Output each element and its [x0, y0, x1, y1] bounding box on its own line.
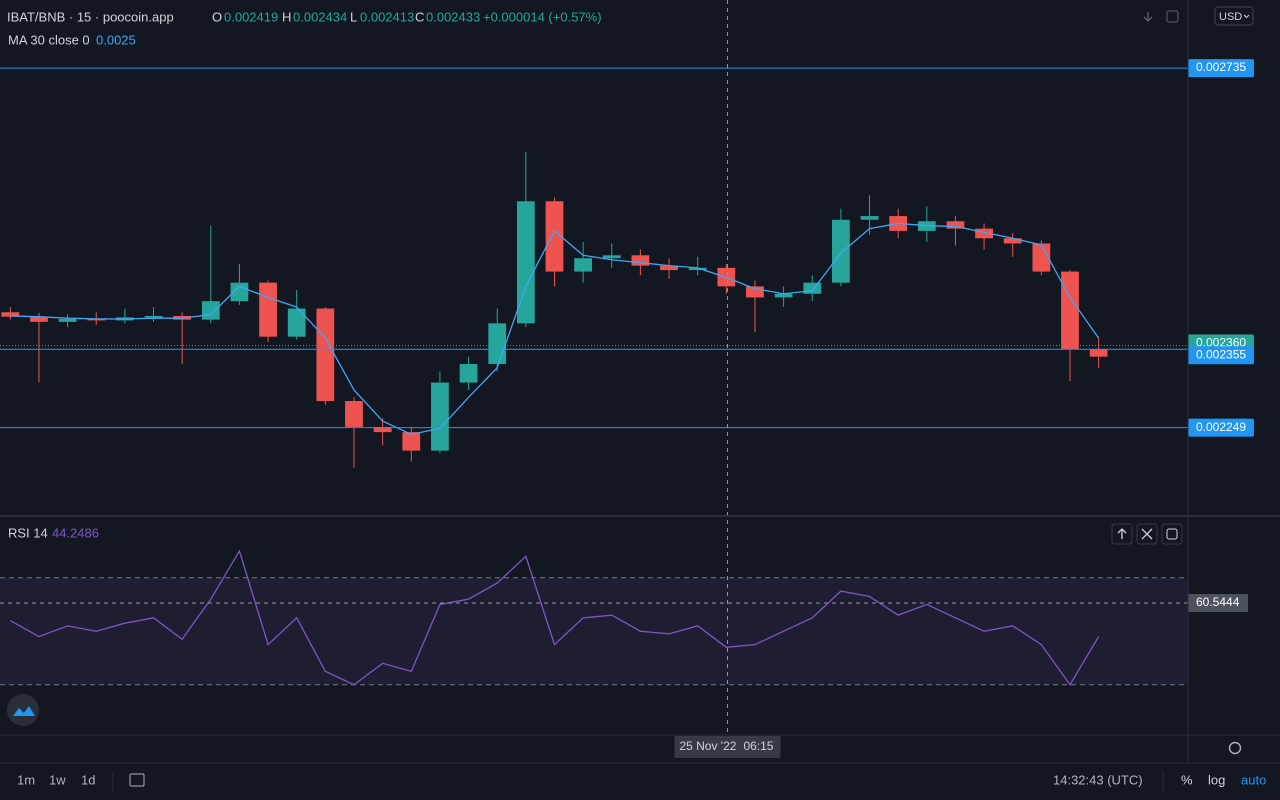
candle-body [488, 323, 507, 365]
c-key: C [415, 9, 424, 24]
ma-line [10, 222, 1100, 436]
candle-body [516, 201, 535, 324]
currency-select[interactable] [1214, 6, 1254, 26]
candle-body [631, 255, 650, 266]
rsi-line [9, 549, 1100, 686]
candle-body [545, 201, 564, 272]
settings-button[interactable] [1228, 741, 1242, 755]
candle-body [58, 318, 77, 322]
log-toggle[interactable]: log [1208, 772, 1225, 787]
pane-controls[interactable] [1143, 10, 1179, 23]
l-key: L [350, 9, 357, 24]
percent-toggle[interactable]: % [1181, 772, 1193, 787]
c-value: 0.002433 [426, 9, 480, 24]
candle-body [30, 316, 48, 322]
h-value: 0.002434 [293, 9, 347, 24]
rsi-close-icon [1141, 528, 1153, 540]
candle-body [402, 432, 421, 451]
candle-body [230, 282, 249, 302]
candle-body [832, 219, 850, 283]
symbol[interactable]: IBAT/BNB · 15 · poocoin.app [7, 9, 174, 24]
rsi-maximize-icon [1166, 528, 1178, 540]
candle-body [774, 293, 793, 298]
price-label-box [1188, 346, 1254, 365]
rsi-legend[interactable]: RSI 14 [8, 525, 48, 540]
candle-body [1089, 349, 1108, 357]
rsi-close-button[interactable] [1136, 523, 1158, 545]
price-label: 0.002249 [1196, 420, 1246, 434]
crosshair-value: 60.5444 [1196, 595, 1240, 609]
candle-body [201, 301, 220, 320]
candle-body [688, 267, 707, 271]
candle-body [87, 318, 106, 321]
rsi-up-icon [1117, 528, 1127, 539]
candle-body [316, 308, 335, 402]
candle-body [459, 364, 478, 383]
rsi-maximize-button[interactable] [1161, 523, 1183, 545]
candle-body [259, 282, 277, 337]
candle-body [431, 382, 449, 451]
price-label-box [1188, 59, 1254, 78]
candle-body [1061, 271, 1079, 350]
clock[interactable]: 14:32:43 (UTC) [1053, 772, 1143, 787]
l-value: 0.002413 [360, 9, 414, 24]
o-value: 0.002419 [224, 9, 278, 24]
candle-body [345, 401, 363, 427]
currency-caret [1243, 14, 1250, 19]
candle-body [803, 282, 822, 294]
currency[interactable]: USD [1219, 11, 1242, 23]
range-1d[interactable]: 1d [81, 772, 95, 787]
candle-body [602, 255, 621, 259]
candle-body [1, 312, 20, 317]
rsi-value: 44.2486 [52, 525, 99, 540]
move-down-button[interactable] [1143, 12, 1153, 22]
logo[interactable] [7, 694, 39, 726]
crosshair-time-box [674, 736, 781, 758]
maximize-button[interactable] [1166, 10, 1179, 23]
o-key: O [212, 9, 222, 24]
price-label: 0.002735 [1196, 60, 1246, 74]
range-1w[interactable]: 1w [49, 772, 66, 787]
candle-body [946, 221, 965, 229]
grid [0, 577, 1188, 686]
candle-body [860, 216, 879, 220]
rsi-controls[interactable] [1111, 523, 1183, 545]
ma-legend[interactable]: MA 30 close 0 [8, 32, 90, 47]
candle-body [144, 315, 163, 318]
rsi-up-button[interactable] [1111, 523, 1133, 545]
candle-body [287, 308, 306, 337]
candle-body [1032, 243, 1051, 272]
candle-body [660, 265, 678, 271]
crosshair-value-box [1188, 594, 1248, 613]
price-label-box [1188, 418, 1254, 437]
price-label: 0.002360 [1196, 336, 1246, 350]
price-label: 0.002355 [1196, 347, 1246, 361]
change: +0.000014 (+0.57%) [483, 9, 602, 24]
candle-body [373, 426, 392, 433]
rsi-band [0, 577, 1188, 685]
h-key: H [282, 9, 291, 24]
candle-body [1003, 238, 1022, 244]
candle-body [574, 258, 592, 272]
logo-icon [13, 706, 35, 716]
range-1m[interactable]: 1m [17, 772, 35, 787]
marks [0, 67, 1188, 686]
candle-body [975, 228, 993, 239]
crosshair-date: 25 Nov '22 [679, 739, 736, 753]
crosshair-time: 06:15 [743, 739, 773, 753]
date-range-button[interactable] [129, 773, 145, 787]
ma-value: 0.0025 [96, 32, 136, 47]
auto-toggle[interactable]: auto [1241, 772, 1266, 787]
candle-body [746, 286, 764, 298]
